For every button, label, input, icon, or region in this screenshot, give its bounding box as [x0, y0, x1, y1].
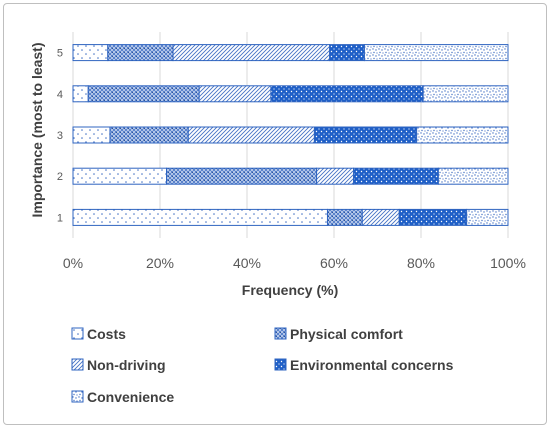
x-axis-ticks: 0% 20% 40% 60% 80% 100%	[63, 255, 526, 271]
legend-label: Non-driving	[87, 357, 166, 373]
bar-segment-sparse-dots	[72, 44, 109, 62]
legend-swatch	[274, 358, 287, 371]
x-tick-label: 80%	[407, 255, 435, 271]
y-tick-label: 1	[57, 212, 63, 224]
legend-label: Physical comfort	[290, 326, 403, 342]
bar-segment-dense-dots	[313, 126, 418, 144]
legend-swatch	[71, 390, 84, 403]
bar-segment-diagonal	[361, 208, 400, 226]
bar-segment-diagonal	[187, 126, 315, 144]
x-axis-title: Frequency (%)	[242, 282, 338, 298]
bar-segment-wave-dots	[363, 44, 509, 62]
bar-segment-sparse-dots	[72, 85, 89, 103]
x-tick-label: 60%	[320, 255, 348, 271]
bar-segment-cross-hatch	[87, 85, 200, 103]
y-axis-ticks: 1 2 3 4 5	[57, 48, 63, 225]
bar-segment-wave-dots	[437, 167, 509, 185]
bar-segment-cross-hatch	[326, 208, 363, 226]
bar-segment-dense-dots	[329, 44, 365, 62]
legend-label: Environmental concerns	[290, 357, 454, 373]
legend-label: Costs	[87, 326, 126, 342]
bar-segment-cross-hatch	[166, 167, 318, 185]
y-tick-label: 2	[57, 171, 63, 183]
x-tick-label: 20%	[146, 255, 174, 271]
bar-segment-cross-hatch	[107, 44, 174, 62]
bar-segment-dense-dots	[270, 85, 424, 103]
bar-segment-sparse-dots	[72, 126, 111, 144]
y-tick-label: 4	[57, 89, 63, 101]
bar-segment-wave-dots	[416, 126, 509, 144]
bar-segment-wave-dots	[422, 85, 509, 103]
legend: Costs Physical comfort Non-driving Environm…	[71, 326, 454, 405]
legend-swatch	[274, 327, 287, 340]
legend-label: Convenience	[87, 389, 174, 405]
bar-segment-cross-hatch	[109, 126, 189, 144]
bar-segment-dense-dots	[398, 208, 468, 226]
legend-swatch	[71, 327, 84, 340]
bar-segment-diagonal	[316, 167, 355, 185]
x-tick-label: 0%	[63, 255, 83, 271]
bar-segment-sparse-dots	[72, 208, 328, 226]
bar-segment-diagonal	[198, 85, 272, 103]
y-tick-label: 3	[57, 130, 63, 142]
y-axis-title: Importance (most to least)	[29, 42, 45, 217]
bars	[72, 44, 509, 226]
bar-segment-sparse-dots	[72, 167, 168, 185]
bar-segment-wave-dots	[466, 208, 509, 226]
bar-segment-dense-dots	[353, 167, 439, 185]
bar-segment-diagonal	[172, 44, 331, 62]
x-tick-label: 100%	[490, 255, 526, 271]
y-tick-label: 5	[57, 48, 63, 60]
legend-swatch	[71, 358, 84, 371]
x-tick-label: 40%	[233, 255, 261, 271]
